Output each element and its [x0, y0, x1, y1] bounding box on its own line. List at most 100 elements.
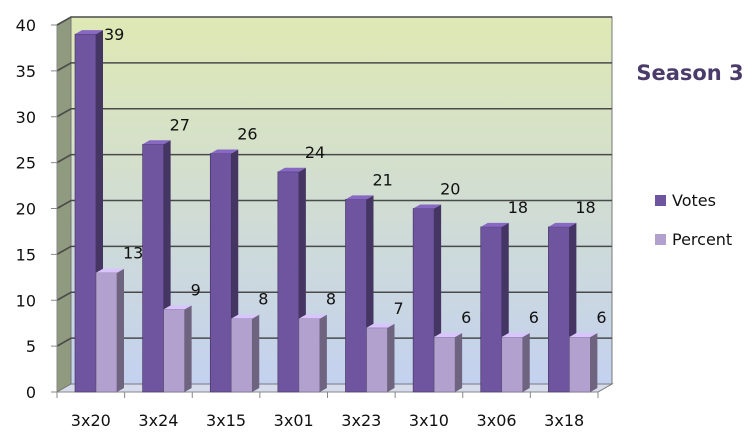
gridline: [56, 153, 612, 164]
bar-top: [142, 140, 171, 145]
bar-front: [501, 336, 524, 393]
y-tick-label: 5: [26, 337, 36, 356]
bar-front: [163, 309, 185, 393]
bar-votes: [277, 167, 306, 393]
y-tick-label: 20: [16, 200, 36, 219]
bar-front: [142, 143, 164, 393]
gridline: [56, 107, 612, 118]
bar-front: [95, 272, 118, 393]
bar-top: [413, 204, 442, 209]
chart-title: Season 3: [636, 61, 743, 85]
bar-front: [548, 226, 570, 393]
legend: Votes Percent: [655, 191, 732, 249]
data-label-percent: 6: [461, 308, 471, 327]
bar-front: [230, 318, 253, 393]
bar-side: [387, 323, 395, 392]
bar-percent: [569, 332, 598, 393]
bar-top: [96, 268, 124, 273]
data-label-percent: 8: [258, 290, 268, 309]
x-tick-label: 3x18: [544, 411, 584, 430]
x-tick-label: 3x23: [341, 411, 381, 430]
x-tick-label: 3x24: [138, 411, 178, 430]
gridline: [56, 62, 612, 72]
bar-top: [480, 222, 509, 227]
bar-top: [163, 305, 192, 310]
bar-percent: [366, 323, 395, 393]
y-tick-label: 40: [16, 16, 36, 35]
bar-top: [345, 195, 374, 200]
bar-top: [75, 30, 103, 35]
bar-top: [231, 314, 260, 319]
gridline: [56, 199, 612, 210]
bar-percent: [298, 314, 327, 393]
bar-front: [74, 33, 97, 393]
y-tick-label: 15: [16, 245, 36, 264]
data-label-percent: 6: [529, 308, 539, 327]
y-tick-label: 0: [26, 383, 36, 402]
bar-side: [252, 314, 260, 392]
x-tick-label: 3x15: [206, 411, 246, 430]
y-tick-label: 10: [16, 291, 36, 310]
bar-front: [298, 318, 321, 393]
data-label-percent: 7: [394, 299, 404, 318]
bar-front: [433, 336, 456, 393]
bar-front: [345, 199, 367, 393]
bar-side: [184, 305, 192, 392]
bar-top: [277, 167, 306, 172]
bar-percent: [230, 314, 260, 393]
bar-front: [277, 171, 300, 393]
bar-side: [590, 332, 598, 392]
bar-front: [366, 327, 388, 393]
data-label-votes: 24: [305, 143, 325, 162]
bar-top: [569, 332, 598, 337]
gridline: [56, 16, 612, 26]
bar-top: [298, 314, 327, 319]
data-label-votes: 18: [508, 198, 528, 217]
bars: [74, 30, 598, 393]
bar-side: [455, 332, 463, 392]
data-labels: 39 13 27 9 26 8 24 8 21 7 20 6 18 6 18 6: [104, 25, 607, 327]
data-label-votes: 20: [440, 180, 460, 199]
bar-percent: [433, 332, 463, 393]
bar-percent: [95, 268, 124, 393]
bar-votes: [74, 30, 103, 393]
x-tick-label: 3x20: [71, 411, 111, 430]
data-label-votes: 39: [104, 25, 124, 44]
x-tick-label: 3x01: [274, 411, 314, 430]
bar-percent: [501, 332, 530, 393]
data-label-votes: 26: [237, 124, 257, 143]
legend-label-votes: Votes: [672, 191, 716, 210]
bar-side: [319, 314, 327, 392]
bar-side: [117, 268, 124, 392]
data-label-percent: 6: [596, 308, 606, 327]
bar-top: [434, 332, 463, 337]
bar-top: [210, 149, 239, 154]
legend-swatch-votes: [655, 195, 666, 206]
y-axis: 0 5 10 15 20 25 30 35 40: [16, 16, 58, 402]
bar-front: [569, 336, 591, 393]
y-tick-label: 35: [16, 62, 36, 81]
y-tick-label: 25: [16, 154, 36, 173]
data-label-percent: 9: [191, 280, 201, 299]
data-label-votes: 18: [575, 198, 595, 217]
bar-percent: [163, 305, 192, 393]
bar-top: [501, 332, 530, 337]
bar-front: [209, 153, 232, 393]
legend-swatch-percent: [655, 234, 666, 245]
data-label-percent: 13: [123, 244, 143, 263]
bar-front: [480, 226, 503, 393]
data-label-percent: 8: [326, 290, 336, 309]
x-axis: 3x20 3x24 3x15 3x01 3x23 3x10 3x06 3x18: [56, 391, 599, 430]
bar-side: [522, 332, 530, 392]
data-label-votes: 27: [170, 115, 190, 134]
x-tick-label: 3x06: [477, 411, 517, 430]
legend-label-percent: Percent: [672, 230, 732, 249]
bar-front: [412, 208, 435, 393]
bar-top: [548, 222, 577, 227]
y-tick-label: 30: [16, 108, 36, 127]
data-label-votes: 21: [373, 170, 393, 189]
x-tick-label: 3x10: [409, 411, 449, 430]
bar-top: [366, 323, 395, 328]
